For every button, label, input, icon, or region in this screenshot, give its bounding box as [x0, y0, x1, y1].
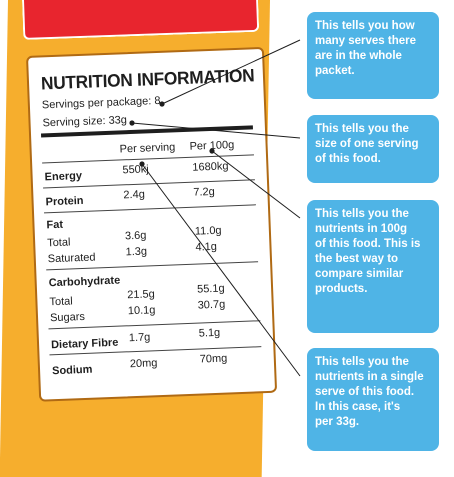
sodium-label: Sodium: [51, 363, 93, 378]
carb-total-label: Total: [49, 295, 73, 309]
carb-sugars-label: Sugars: [49, 310, 86, 325]
callout-serving: This tells you the nutrients in a single…: [307, 348, 439, 451]
carb-total-per100: 55.1g: [196, 282, 225, 296]
carb-sugars-serving: 10.1g: [127, 304, 156, 318]
callout-per100: This tells you the nutrients in 100g of …: [307, 200, 439, 333]
fat-saturated-serving: 1.3g: [125, 245, 148, 259]
sodium-per100: 70mg: [199, 352, 228, 366]
serving-size: Serving size: 33g: [42, 114, 128, 130]
energy-serving: 550kj: [122, 163, 149, 177]
servings-per-package: Servings per package: 8: [41, 94, 161, 112]
label-title: NUTRITION INFORMATION: [40, 65, 255, 94]
col-per-100g: Per 100g: [189, 139, 235, 153]
col-per-serving: Per serving: [119, 141, 176, 156]
callout-servings: This tells you how many serves there are…: [307, 12, 439, 99]
fibre-per100: 5.1g: [198, 326, 221, 340]
energy-label: Energy: [44, 169, 83, 184]
fat-saturated-per100: 4.1g: [195, 240, 218, 254]
protein-serving: 2.4g: [123, 188, 146, 202]
fibre-serving: 1.7g: [128, 331, 151, 345]
carb-label: Carbohydrate: [48, 274, 121, 290]
protein-per100: 7.2g: [193, 185, 216, 199]
protein-label: Protein: [45, 194, 84, 209]
fat-saturated-label: Saturated: [47, 251, 96, 266]
callout-size: This tells you the size of one serving o…: [307, 115, 439, 183]
fat-total-serving: 3.6g: [124, 229, 147, 243]
fat-label: Fat: [46, 218, 64, 232]
fat-total-per100: 11.0g: [194, 224, 222, 238]
fibre-label: Dietary Fibre: [50, 336, 119, 352]
energy-per100: 1680kg: [192, 160, 229, 174]
nutrition-label: NUTRITION INFORMATION Servings per packa…: [26, 46, 278, 402]
carb-sugars-per100: 30.7g: [197, 298, 226, 312]
fat-total-label: Total: [46, 236, 71, 250]
sodium-serving: 20mg: [129, 357, 158, 371]
carb-total-serving: 21.5g: [127, 288, 156, 302]
